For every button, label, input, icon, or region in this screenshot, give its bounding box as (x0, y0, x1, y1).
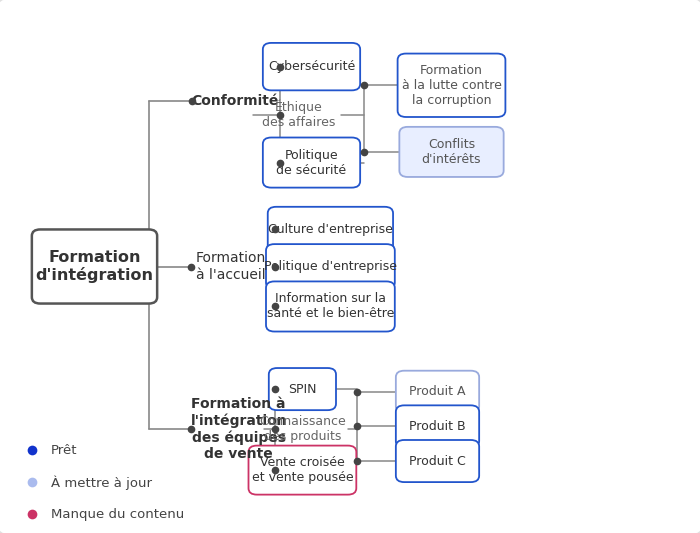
Text: Conformité: Conformité (191, 94, 278, 108)
FancyBboxPatch shape (399, 127, 504, 177)
FancyBboxPatch shape (266, 281, 395, 332)
Text: Information sur la
santé et le bien-être: Information sur la santé et le bien-être (267, 293, 394, 320)
Text: Formation
à la lutte contre
la corruption: Formation à la lutte contre la corruptio… (402, 64, 501, 107)
FancyBboxPatch shape (263, 138, 360, 188)
Text: Formation
d'intégration: Formation d'intégration (36, 249, 153, 284)
Text: Politique
de sécurité: Politique de sécurité (276, 149, 346, 176)
Text: Vente croisée
et vente pousée: Vente croisée et vente pousée (251, 456, 354, 484)
Text: Culture d'entreprise: Culture d'entreprise (268, 223, 393, 236)
FancyBboxPatch shape (267, 207, 393, 252)
Text: Formation
à l'accueil: Formation à l'accueil (196, 252, 266, 281)
Text: Éthique
des affaires: Éthique des affaires (262, 100, 335, 130)
Text: Produit C: Produit C (409, 455, 466, 467)
Text: SPIN: SPIN (288, 383, 316, 395)
Text: Cybersécurité: Cybersécurité (268, 60, 355, 73)
FancyBboxPatch shape (266, 244, 395, 289)
Text: Produit A: Produit A (410, 385, 466, 398)
FancyBboxPatch shape (32, 229, 157, 304)
Text: À mettre à jour: À mettre à jour (51, 475, 152, 490)
Text: Connaissance
des produits: Connaissance des produits (259, 415, 346, 443)
FancyBboxPatch shape (396, 440, 479, 482)
FancyBboxPatch shape (396, 371, 479, 413)
FancyBboxPatch shape (398, 54, 505, 117)
FancyBboxPatch shape (263, 43, 360, 90)
FancyBboxPatch shape (269, 368, 336, 410)
Text: Prêt: Prêt (51, 444, 78, 457)
Text: Produit B: Produit B (410, 420, 466, 433)
FancyBboxPatch shape (396, 405, 479, 448)
Text: Conflits
d'intérêts: Conflits d'intérêts (421, 138, 482, 166)
Text: Politique d'entreprise: Politique d'entreprise (264, 260, 397, 273)
FancyBboxPatch shape (248, 446, 356, 495)
Text: Manque du contenu: Manque du contenu (51, 508, 184, 521)
Text: Formation à
l'intégration
des équipes
de vente: Formation à l'intégration des équipes de… (190, 397, 287, 461)
